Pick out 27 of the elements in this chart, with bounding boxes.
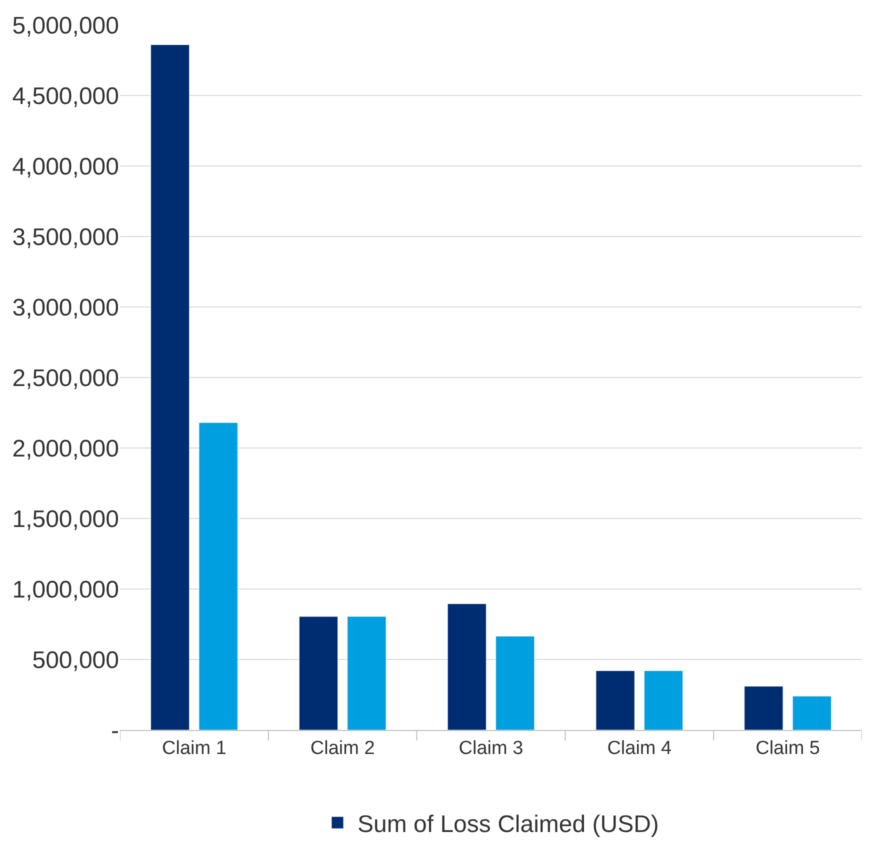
bar	[644, 670, 684, 730]
bar	[298, 616, 338, 730]
bar	[792, 696, 832, 730]
y-tick-label: 2,000,000	[12, 435, 119, 462]
y-tick-label: 4,500,000	[12, 82, 119, 110]
x-tick-label: Claim 4	[607, 738, 672, 759]
y-tick-label: 1,000,000	[12, 576, 119, 604]
bar	[347, 616, 386, 730]
bar	[447, 604, 486, 730]
x-tick-label: Claim 5	[756, 738, 820, 759]
x-tick-label: Claim 2	[310, 738, 375, 759]
x-tick-label: Claim 3	[458, 738, 524, 759]
y-tick-label: 5,000,000	[12, 12, 119, 40]
bar	[744, 686, 784, 730]
x-tick-label: Claim 1	[162, 738, 226, 759]
bar	[496, 636, 535, 730]
y-tick-label: 3,500,000	[12, 224, 119, 251]
bar	[150, 44, 190, 730]
y-tick-label: 2,500,000	[12, 364, 119, 392]
bar	[198, 422, 238, 730]
y-tick-label: 500,000	[32, 646, 119, 674]
y-tick-label: 4,000,000	[12, 153, 119, 180]
y-tick-label: -	[111, 717, 119, 744]
bar	[596, 670, 635, 730]
legend-label: Sum of Loss Claimed (USD)	[358, 810, 659, 838]
y-tick-label: 1,500,000	[12, 506, 119, 533]
y-tick-label: 3,000,000	[12, 294, 119, 322]
